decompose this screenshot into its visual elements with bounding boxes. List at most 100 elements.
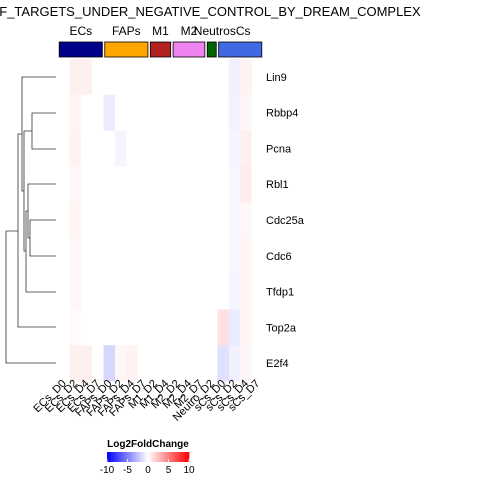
heatmap-cell [217, 202, 230, 239]
heatmap-cell [183, 166, 196, 203]
legend-swatch [176, 452, 179, 462]
heatmap-cell [126, 130, 139, 167]
heatmap-cell [206, 130, 218, 167]
legend-swatch [150, 452, 153, 462]
legend-swatch [127, 452, 130, 462]
legend-swatch [148, 452, 150, 462]
heatmap-cell [217, 130, 230, 167]
heatmap-cell [251, 202, 264, 239]
heatmap-cell [103, 130, 116, 167]
group-label: FAPs [112, 24, 141, 38]
heatmap-cell [228, 130, 241, 167]
legend-swatch [146, 452, 149, 462]
heatmap-cell [217, 94, 230, 131]
heatmap-cell [251, 237, 264, 275]
heatmap-cell [137, 166, 150, 203]
row-label: Pcna [266, 143, 292, 155]
heatmap-cell [240, 309, 253, 346]
heatmap-cell [251, 166, 264, 203]
heatmap-cell [103, 94, 116, 131]
legend-swatch [122, 452, 124, 462]
heatmap-cell [58, 202, 70, 239]
heatmap-cell [69, 237, 82, 275]
heatmap-cell [217, 166, 230, 203]
legend-swatch [168, 452, 171, 462]
heatmap-cell [206, 237, 218, 275]
heatmap-cell [126, 273, 139, 310]
legend-swatch [171, 452, 173, 462]
legend-swatch [109, 452, 112, 462]
heatmap-cell [103, 309, 116, 346]
heatmap-cell [126, 309, 139, 346]
heatmap-cell [137, 273, 150, 310]
heatmap-cell [251, 130, 264, 167]
heatmap-cell [149, 202, 161, 239]
heatmap-cell [114, 59, 127, 96]
heatmap-cell [228, 59, 241, 96]
heatmap-cell [114, 273, 127, 310]
row-label: Cdc25a [266, 215, 305, 227]
legend-swatch [128, 452, 131, 462]
legend-swatch [180, 452, 183, 462]
heatmap-cell [114, 202, 127, 239]
legend-swatch [134, 452, 136, 462]
heatmap-cell [58, 166, 70, 203]
heatmap-cell [58, 237, 70, 275]
heatmap-cell [126, 94, 139, 131]
legend-swatch [183, 452, 186, 462]
legend-tick-label: -10 [100, 465, 115, 476]
heatmap-cell [149, 94, 161, 131]
heatmap-cell [251, 273, 264, 310]
group-label: ECs [69, 24, 92, 38]
heatmap-cell [80, 166, 93, 203]
legend-swatch [184, 452, 187, 462]
heatmap-cell [206, 94, 218, 131]
heatmap-cell [251, 94, 264, 131]
heatmap-cell [206, 309, 218, 346]
heatmap-cell [126, 345, 139, 382]
heatmap-cell [228, 202, 241, 239]
legend-swatch [158, 452, 161, 462]
row-label: Rbl1 [266, 179, 289, 191]
heatmap-cell [240, 202, 253, 239]
heatmap-cell [228, 166, 241, 203]
heatmap-cell [171, 166, 184, 203]
legend-swatch [112, 452, 115, 462]
legend-swatch [182, 452, 184, 462]
legend-swatch [132, 452, 135, 462]
heatmap-cell [228, 94, 241, 131]
heatmap-cell [194, 166, 207, 203]
heatmap-cell [160, 94, 173, 131]
heatmap-cell [251, 59, 264, 96]
heatmap-cell [171, 130, 184, 167]
heatmap-cell [80, 59, 93, 96]
row-label: Tfdp1 [266, 287, 294, 299]
heatmap-cell [251, 309, 264, 346]
heatmap-cell [206, 273, 218, 310]
heatmap-cell [80, 345, 93, 382]
heatmap-cell [69, 273, 82, 310]
heatmap-cell [80, 309, 93, 346]
legend-swatch [163, 452, 165, 462]
heatmap-cell [69, 309, 82, 346]
heatmap-cell [240, 345, 253, 382]
heatmap-cell [217, 59, 230, 96]
heatmap-cell [80, 130, 93, 167]
heatmap-cell [206, 345, 218, 382]
heatmap-cell [69, 345, 82, 382]
heatmap-cell [183, 237, 196, 275]
legend-title: Log2FoldChange [107, 439, 189, 450]
legend-swatch [167, 452, 169, 462]
legend-swatch [165, 452, 168, 462]
heatmap-cell [171, 273, 184, 310]
heatmap-cell [171, 94, 184, 131]
heatmap-cell [206, 202, 218, 239]
heatmap-cell [183, 273, 196, 310]
heatmap-cell [251, 345, 264, 382]
heatmap-cell [69, 59, 82, 96]
legend-swatch [108, 452, 111, 462]
heatmap-cell [171, 202, 184, 239]
heatmap-cell [69, 166, 82, 203]
